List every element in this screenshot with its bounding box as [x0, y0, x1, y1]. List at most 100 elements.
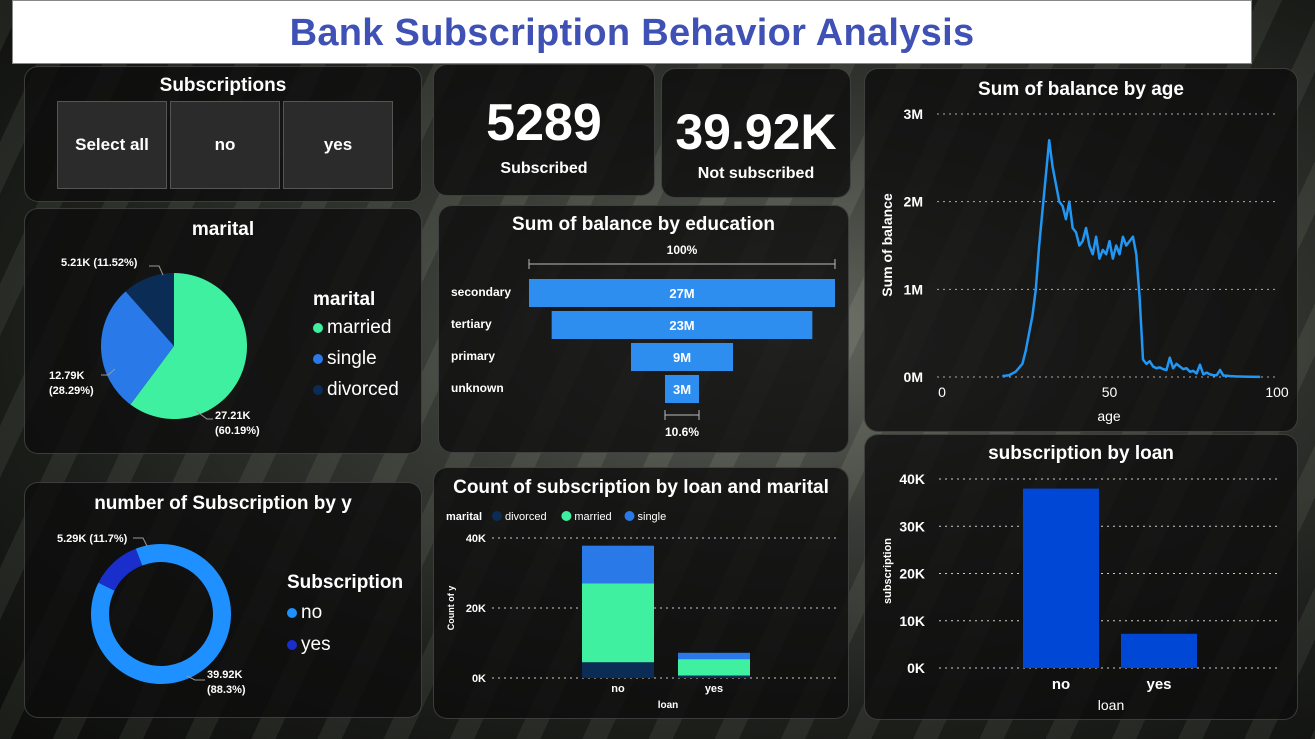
loan-marital-chart: marital divorced married single 0K 20K 40K Coun…: [446, 511, 839, 711]
marital-pie-card: marital 27.21K (60.19%) 12.79K (28.29%) 5.21…: [24, 208, 422, 454]
bar-yes: [1121, 633, 1197, 668]
funnel-bar-label-primary: 9M: [673, 350, 691, 365]
legend-divorced: divorced: [313, 379, 399, 401]
slicer-title: Subscriptions: [159, 75, 287, 96]
legend-yes-marker: [287, 639, 297, 650]
stack-xtick-label: yes: [705, 683, 723, 695]
legend-married: married: [313, 317, 391, 339]
loan-marital-title: Count of subscription by loan and marita…: [453, 477, 829, 498]
donut-leader-no: [186, 675, 205, 681]
stack-legend-title: marital: [446, 511, 482, 523]
pie-slice-single: [100, 291, 174, 405]
legend-no-label: no: [301, 602, 323, 623]
legend-no-marker: [287, 607, 297, 618]
stack-legend-marker-divorced: [492, 511, 502, 521]
stack-bar-yes-divorced: [678, 675, 750, 678]
pie-data-label-married: 27.21K: [215, 410, 251, 422]
subscription-donut-title: number of Subscription by y: [94, 493, 352, 514]
bar-xtick-label: yes: [1146, 676, 1171, 693]
legend-no: no: [287, 602, 322, 624]
loan-marital-card: Count of subscription by loan and marita…: [433, 467, 849, 719]
donut-data-label-yes: 5.29K (11.7%): [57, 533, 128, 545]
stack-xtick-label: no: [611, 683, 625, 695]
marital-pie-title: marital: [191, 219, 255, 240]
stack-legend-marker-single: [624, 511, 635, 521]
title-bar: Bank Subscription Behavior Analysis: [12, 0, 1252, 64]
funnel-bar-label-unknown: 3M: [673, 382, 691, 397]
line-xtick-label: 0: [938, 384, 946, 400]
line-ytick-label: 2M: [904, 194, 923, 210]
line-xaxis-title: age: [1097, 408, 1121, 424]
kpi-subscribed-label: Subscribed: [500, 160, 588, 177]
loan-bar-card: subscription by loan 0K 10K 20K 30K 40K subsc…: [864, 434, 1298, 720]
legend-yes-label: yes: [301, 634, 331, 655]
stack-legend-label-married: married: [574, 511, 611, 523]
bar-ytick-label: 20K: [899, 566, 925, 582]
pie-leader-married: [195, 410, 213, 420]
age-line-chart: 0M 1M 2M 3M 0 50 100 age Sum of balance: [879, 106, 1289, 424]
donut-data-label-no: 39.92K: [207, 669, 243, 681]
loan-bar-title: subscription by loan: [988, 443, 1174, 464]
stack-ytick-label: 40K: [466, 533, 486, 545]
age-line-title: Sum of balance by age: [978, 79, 1184, 100]
subscriptions-slicer: Subscriptions Select all no yes: [24, 66, 422, 202]
funnel-bar-label-secondary: 27M: [669, 286, 694, 301]
legend-yes: yes: [287, 634, 331, 656]
stack-legend-label-divorced: divorced: [505, 511, 547, 523]
line-ytick-label: 0M: [904, 369, 923, 385]
donut-leader-yes: [133, 537, 148, 547]
funnel-category-tertiary: tertiary: [451, 317, 492, 331]
marital-pie-chart: 27.21K (60.19%) 12.79K (28.29%) 5.21K (11.52…: [49, 257, 260, 437]
legend-single-marker: [313, 353, 323, 364]
stack-bar-no-married: [582, 583, 654, 663]
funnel-top-label: 100%: [667, 243, 698, 257]
funnel-category-primary: primary: [451, 349, 495, 363]
donut-slice-yes: [98, 548, 143, 591]
kpi-subscribed-value: 5289: [486, 94, 602, 152]
loan-bar-chart: 0K 10K 20K 30K 40K subscription no yes loan: [882, 471, 1277, 713]
education-funnel-chart: 100% 27M secondary 23M tertiary 9M primary 3M un…: [451, 243, 836, 439]
legend-divorced-marker: [313, 384, 323, 395]
stack-bar-yes-single: [678, 652, 750, 660]
subscription-donut-card: number of Subscription by y 39.92K (88.3%…: [24, 482, 422, 718]
pie-data-label-single: (28.29%): [49, 385, 94, 397]
funnel-category-unknown: unknown: [451, 381, 504, 395]
stack-legend-marker-married: [561, 511, 572, 521]
legend-divorced-label: divorced: [327, 379, 399, 400]
funnel-bar-unknown: [665, 375, 699, 403]
bar-ytick-label: 10K: [899, 613, 925, 629]
stack-legend-label-single: single: [638, 511, 667, 523]
bar-xaxis-title: loan: [1098, 697, 1124, 713]
line-xtick-label: 50: [1102, 384, 1118, 400]
funnel-bottom-label: 10.6%: [665, 425, 699, 439]
kpi-subscribed: 5289 Subscribed: [433, 64, 655, 196]
pie-leader-divorced: [149, 265, 164, 276]
page-title: Bank Subscription Behavior Analysis: [289, 12, 975, 54]
age-line-card: Sum of balance by age 0M 1M 2M 3M 0 50 100 age S…: [864, 68, 1298, 432]
line-yaxis-title: Sum of balance: [879, 193, 895, 297]
slicer-option-select-all[interactable]: Select all: [57, 101, 167, 189]
kpi-not-subscribed: 39.92K Not subscribed: [661, 68, 851, 198]
line-ytick-label: 3M: [904, 106, 923, 122]
kpi-not-subscribed-value: 39.92K: [675, 104, 837, 160]
stack-ytick-label: 20K: [466, 603, 486, 615]
stack-yaxis-title: Count of y: [446, 586, 456, 631]
line-series-balance: [1002, 139, 1261, 379]
bar-xtick-label: no: [1052, 676, 1070, 693]
stack-xaxis-title: loan: [658, 700, 679, 711]
bar-ytick-label: 30K: [899, 518, 925, 534]
slicer-option-yes[interactable]: yes: [283, 101, 393, 189]
pie-data-label-divorced: 5.21K (11.52%): [61, 257, 138, 269]
funnel-bar-primary: [631, 343, 733, 371]
pie-data-label-married: (60.19%): [215, 425, 260, 437]
stack-bar-no-divorced: [582, 662, 654, 678]
legend-married-marker: [313, 322, 323, 333]
line-ytick-label: 1M: [904, 281, 923, 297]
education-funnel-card: Sum of balance by education 100% 27M secon…: [438, 205, 849, 453]
bar-yaxis-title: subscription: [882, 538, 894, 604]
funnel-category-secondary: secondary: [451, 285, 511, 299]
pie-slice-divorced: [125, 273, 174, 346]
funnel-bar-secondary: [529, 279, 835, 307]
slicer-option-no[interactable]: no: [170, 101, 280, 189]
stack-bar-no-single: [582, 545, 654, 584]
